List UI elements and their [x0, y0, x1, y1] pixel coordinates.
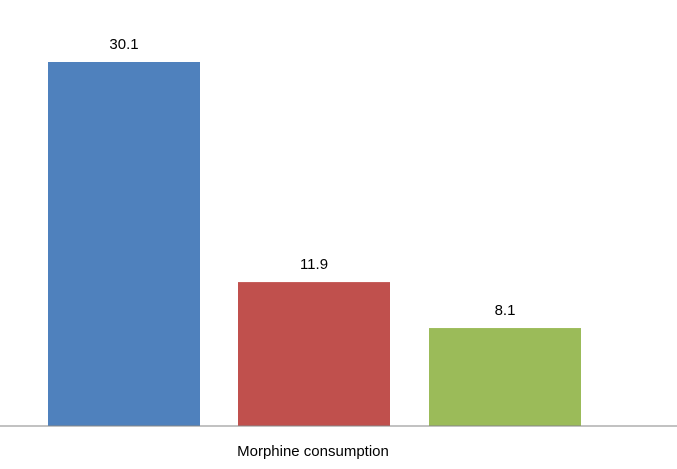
- x-axis-label: Morphine consumption: [237, 443, 389, 460]
- bar-1: [48, 62, 200, 426]
- data-label-3: 8.1: [495, 302, 516, 319]
- bars-layer: [48, 62, 581, 426]
- data-labels-layer: 30.1 11.9 8.1: [109, 36, 515, 319]
- data-label-2: 11.9: [300, 256, 328, 273]
- bar-2: [238, 282, 390, 426]
- data-label-1: 30.1: [109, 36, 138, 53]
- bar-3: [429, 328, 581, 426]
